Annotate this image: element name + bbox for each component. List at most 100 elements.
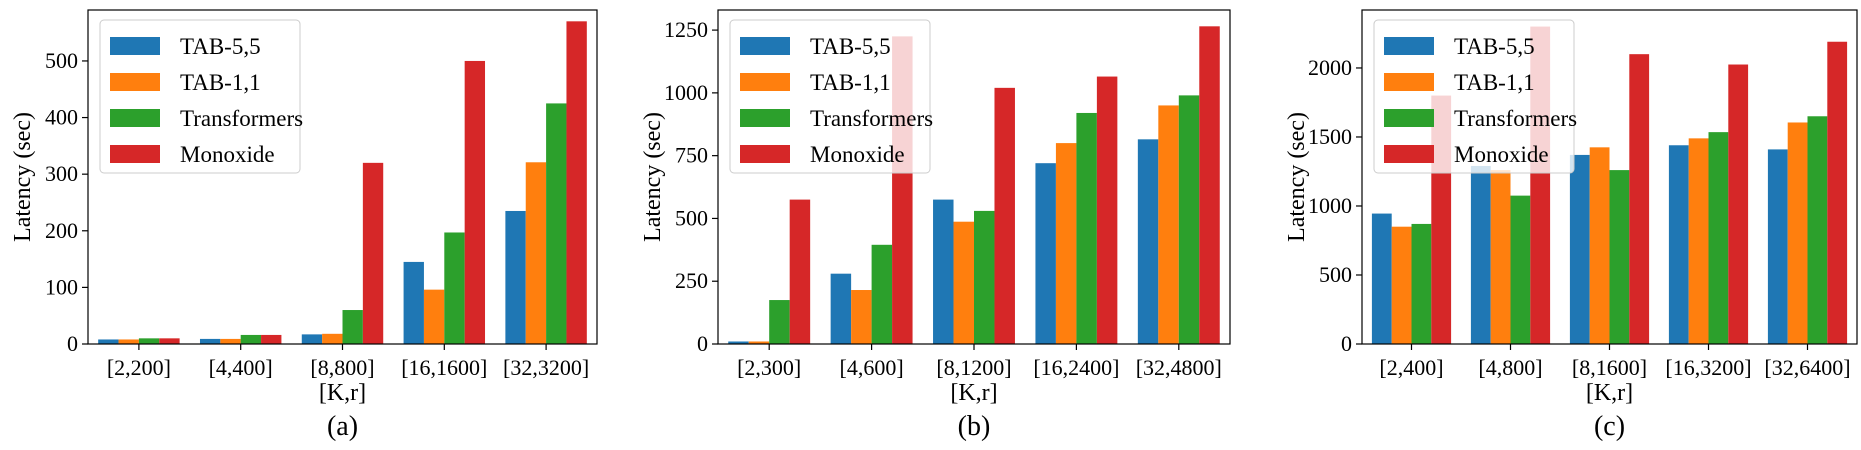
bar-tab-1-1-1	[220, 338, 241, 344]
y-axis-label: Latency (sec)	[1284, 112, 1310, 242]
legend-swatch	[740, 109, 790, 127]
chart-panel-2: 0 500 1000 1500 2000 [2,400] [4,800] [8,1600] [1…	[1284, 9, 1858, 442]
bar-monoxide-0	[789, 199, 811, 344]
legend-box	[1373, 19, 1575, 174]
bar-transformers-1	[871, 244, 893, 344]
bar-tab-5-5-0	[98, 339, 119, 344]
y-tick-label: 400	[45, 105, 78, 130]
bar-monoxide-3	[464, 60, 486, 344]
y-tick-label: 500	[1319, 262, 1352, 287]
bar-tab-5-5-3	[1035, 163, 1056, 344]
legend-label: Transformers	[180, 106, 303, 131]
legend-box	[729, 19, 931, 174]
legend-label: TAB-5,5	[810, 34, 891, 59]
bar-transformers-1	[240, 334, 262, 344]
bar-transformers-1	[1510, 195, 1531, 344]
x-tick-label: [4,600]	[840, 355, 904, 380]
y-tick-label: 200	[45, 218, 78, 243]
bar-transformers-4	[1807, 116, 1828, 345]
bar-transformers-4	[546, 103, 567, 344]
legend-label: TAB-1,1	[810, 70, 891, 95]
x-tick-label: [16,2400]	[1033, 355, 1119, 380]
bar-monoxide-2	[362, 162, 384, 344]
legend-swatch	[110, 73, 160, 91]
bar-tab-1-1-3	[423, 289, 445, 344]
y-tick-label: 250	[675, 268, 708, 293]
bar-tab-5-5-3	[1668, 145, 1689, 344]
legend-label: TAB-1,1	[1454, 70, 1535, 95]
bar-tab-5-5-3	[403, 261, 424, 344]
panel-caption: (a)	[327, 411, 358, 442]
bar-monoxide-2	[994, 87, 1015, 344]
legend-swatch	[740, 145, 790, 163]
x-axis-label: [K,r]	[1586, 380, 1633, 406]
x-tick-label: [32,4800]	[1136, 355, 1222, 380]
chart-panel-0: 0 100 200 300 400 500 [2,200] [4,400] [8,800] [16…	[10, 9, 598, 442]
legend-label: Monoxide	[1454, 142, 1549, 167]
y-axis-label: Latency (sec)	[10, 112, 36, 242]
bar-tab-1-1-3	[1688, 138, 1709, 344]
bar-tab-5-5-2	[301, 334, 323, 344]
x-tick-label: [2,300]	[737, 355, 801, 380]
legend-label: Monoxide	[180, 142, 275, 167]
legend-label: Monoxide	[810, 142, 905, 167]
panel-caption: (b)	[958, 411, 991, 442]
bar-tab-1-1-2	[953, 221, 974, 344]
bar-tab-5-5-4	[1767, 149, 1788, 344]
x-tick-label: [2,400]	[1379, 355, 1443, 380]
y-axis-label: Latency (sec)	[640, 112, 666, 242]
legend-swatch	[740, 37, 790, 55]
legend-label: TAB-1,1	[180, 70, 261, 95]
bar-monoxide-3	[1096, 76, 1118, 345]
y-tick-label: 750	[675, 143, 708, 168]
y-tick-label: 1250	[664, 17, 708, 42]
y-tick-label: 500	[675, 205, 708, 230]
bar-transformers-0	[138, 338, 160, 344]
y-tick-label: 0	[1341, 331, 1352, 356]
bar-transformers-0	[769, 300, 790, 344]
bar-transformers-0	[1411, 223, 1432, 344]
bar-monoxide-4	[1827, 41, 1848, 345]
x-tick-label: [32,6400]	[1764, 355, 1850, 380]
bar-tab-1-1-4	[1158, 105, 1179, 345]
x-tick-label: [32,3200]	[503, 355, 589, 380]
y-tick-label: 2000	[1308, 55, 1352, 80]
bar-tab-5-5-1	[830, 273, 852, 344]
bar-tab-1-1-0	[118, 339, 139, 344]
x-tick-label: [8,1600]	[1572, 355, 1647, 380]
y-tick-label: 0	[67, 331, 78, 356]
bar-monoxide-3	[1728, 64, 1749, 345]
bar-monoxide-0	[159, 338, 180, 344]
x-tick-label: [16,3200]	[1665, 355, 1751, 380]
bar-tab-1-1-0	[748, 341, 770, 344]
panel-caption: (c)	[1594, 411, 1625, 442]
bar-transformers-2	[1609, 170, 1630, 344]
bar-tab-5-5-2	[933, 199, 954, 344]
bar-transformers-3	[1708, 132, 1729, 344]
legend-box	[99, 19, 301, 174]
bar-tab-1-1-4	[1787, 122, 1808, 344]
bar-tab-5-5-1	[199, 338, 221, 344]
legend-swatch	[1384, 37, 1434, 55]
legend-label: Transformers	[1454, 106, 1577, 131]
y-tick-label: 1500	[1308, 124, 1352, 149]
legend-swatch	[1384, 145, 1434, 163]
legend-label: TAB-5,5	[1454, 34, 1535, 59]
x-tick-label: [8,1200]	[936, 355, 1011, 380]
y-tick-label: 1000	[1308, 193, 1352, 218]
x-tick-label: [16,1600]	[401, 355, 487, 380]
x-tick-label: [8,800]	[310, 355, 374, 380]
bar-tab-1-1-2	[322, 333, 343, 344]
x-axis-label: [K,r]	[950, 380, 997, 406]
legend-swatch	[110, 145, 160, 163]
bar-tab-5-5-2	[1569, 154, 1590, 344]
x-tick-label: [4,800]	[1478, 355, 1542, 380]
bar-tab-1-1-2	[1589, 147, 1610, 344]
bar-transformers-2	[974, 210, 995, 344]
x-axis-label: [K,r]	[319, 380, 366, 406]
y-tick-label: 500	[45, 48, 78, 73]
bar-tab-1-1-1	[1490, 170, 1511, 344]
legend-swatch	[740, 73, 790, 91]
bar-monoxide-2	[1629, 54, 1650, 345]
